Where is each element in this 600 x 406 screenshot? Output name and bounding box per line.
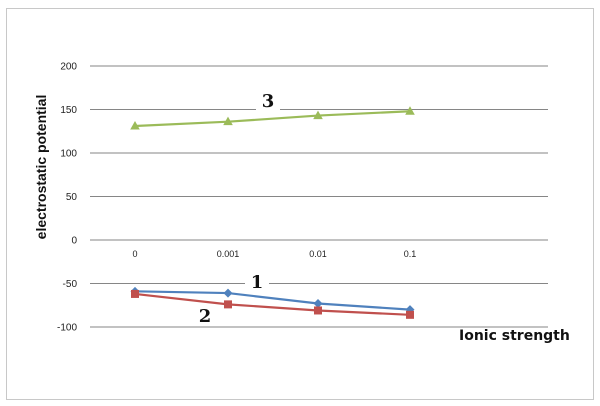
series-1-point xyxy=(223,288,233,298)
series-3-point xyxy=(313,110,323,120)
series-3-label: 3 xyxy=(262,91,275,112)
series-1-line xyxy=(134,290,411,311)
series-2-point xyxy=(131,289,139,298)
gridlines xyxy=(90,65,548,328)
series-number-labels: 1 2 3 xyxy=(193,91,280,327)
series-3-line xyxy=(134,110,411,128)
chart-frame xyxy=(6,8,594,400)
series-3-label-bg xyxy=(256,91,280,111)
x-category-label: 0.001 xyxy=(217,249,240,259)
series-1-label-bg xyxy=(245,272,269,292)
series-lines xyxy=(134,110,411,316)
y-axis-tick-labels: 200 150 100 50 0 -50 -100 xyxy=(57,62,77,334)
x-category-label: 0.1 xyxy=(404,249,417,259)
y-tick-label: -100 xyxy=(57,323,77,334)
x-axis-category-labels: 0 0.001 0.01 0.1 xyxy=(132,249,416,259)
x-axis-label: Ionic strength xyxy=(459,328,570,344)
series-2-point xyxy=(314,306,322,315)
series-3-point xyxy=(223,116,233,126)
series-3-point xyxy=(405,106,415,115)
x-category-label: 0.01 xyxy=(309,249,327,259)
y-tick-label: 100 xyxy=(60,149,77,160)
y-tick-label: 200 xyxy=(60,62,77,73)
y-axis-label: electrostatic potential xyxy=(33,95,49,240)
series-1-label: 1 xyxy=(251,272,264,293)
y-tick-label: -50 xyxy=(63,279,78,290)
series-markers xyxy=(130,106,415,319)
series-2-point xyxy=(406,310,414,319)
y-tick-label: 0 xyxy=(71,236,77,247)
x-category-label: 0 xyxy=(132,249,137,259)
series-3-point xyxy=(130,121,140,130)
y-tick-label: 150 xyxy=(60,105,77,116)
series-1-point xyxy=(313,299,323,309)
series-2-point xyxy=(224,300,232,309)
series-2-line xyxy=(134,292,411,316)
series-2-label: 2 xyxy=(199,306,212,327)
y-tick-label: 50 xyxy=(66,192,78,203)
series-2-label-bg xyxy=(193,306,217,326)
